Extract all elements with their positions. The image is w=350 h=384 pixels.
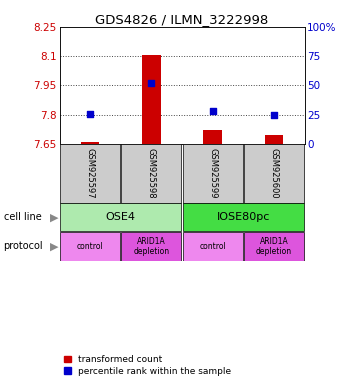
Text: GSM925599: GSM925599 — [208, 148, 217, 199]
Text: GSM925598: GSM925598 — [147, 148, 156, 199]
Text: protocol: protocol — [4, 242, 43, 252]
Text: control: control — [199, 242, 226, 251]
Bar — [183, 144, 243, 203]
Legend: transformed count, percentile rank within the sample: transformed count, percentile rank withi… — [64, 355, 232, 376]
Text: GSM925600: GSM925600 — [270, 148, 278, 199]
Text: GSM925597: GSM925597 — [86, 148, 94, 199]
Bar — [244, 144, 304, 203]
Text: IOSE80pc: IOSE80pc — [217, 212, 270, 222]
Bar — [265, 135, 283, 144]
Bar — [183, 232, 243, 260]
Text: ARID1A
depletion: ARID1A depletion — [256, 237, 292, 256]
Bar — [203, 129, 222, 144]
Bar — [60, 144, 120, 203]
Bar — [142, 55, 161, 144]
Title: GDS4826 / ILMN_3222998: GDS4826 / ILMN_3222998 — [95, 13, 269, 26]
Text: ARID1A
depletion: ARID1A depletion — [133, 237, 169, 256]
Point — [210, 108, 216, 114]
Text: ▶: ▶ — [50, 242, 58, 252]
Bar — [60, 203, 181, 231]
Text: cell line: cell line — [4, 212, 41, 222]
Bar — [121, 144, 181, 203]
Bar — [244, 232, 304, 260]
Text: ▶: ▶ — [50, 212, 58, 222]
Bar — [60, 232, 120, 260]
Text: control: control — [77, 242, 104, 251]
Text: OSE4: OSE4 — [106, 212, 136, 222]
Point — [88, 111, 93, 118]
Point — [148, 79, 154, 86]
Bar — [121, 232, 181, 260]
Bar — [81, 142, 99, 144]
Bar — [183, 203, 304, 231]
Point — [271, 112, 277, 118]
